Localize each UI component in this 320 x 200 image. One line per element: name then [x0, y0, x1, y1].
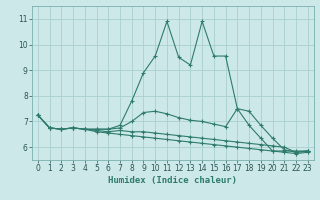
X-axis label: Humidex (Indice chaleur): Humidex (Indice chaleur)	[108, 176, 237, 185]
